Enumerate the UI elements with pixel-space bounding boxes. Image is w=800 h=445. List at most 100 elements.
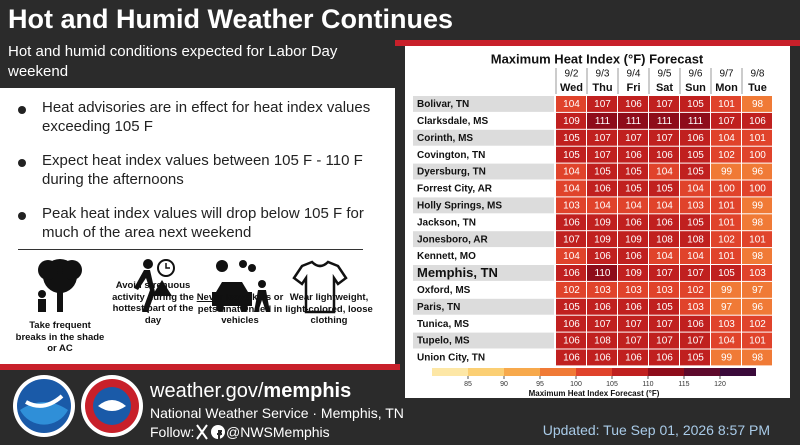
- site-prefix: weather.gov/: [150, 380, 264, 402]
- heat-value: 105: [656, 184, 673, 195]
- heat-cell: [587, 265, 617, 281]
- location-cell: [413, 214, 554, 231]
- heat-value: 110: [595, 268, 611, 279]
- heat-value: 101: [749, 234, 766, 245]
- heat-cell: [556, 265, 586, 281]
- heat-value: 106: [563, 217, 580, 228]
- heat-value: 106: [594, 251, 611, 262]
- heat-value: 105: [563, 150, 580, 161]
- heat-cell: [587, 281, 617, 298]
- heat-cell: [649, 163, 679, 180]
- heat-value: 106: [625, 302, 642, 313]
- heat-value: 107: [594, 150, 611, 161]
- heat-cell: [711, 231, 741, 248]
- heat-cell: [587, 129, 617, 146]
- legend-tick-label: 110: [642, 381, 653, 388]
- heat-cell: [680, 146, 710, 163]
- heat-cell: [711, 281, 741, 298]
- follow: Follow:: [150, 424, 195, 440]
- heat-cell: [618, 315, 648, 332]
- location-cell: [413, 163, 554, 180]
- heat-value: 103: [749, 268, 766, 279]
- heat-cell: [618, 180, 648, 197]
- heat-value: 104: [718, 336, 735, 347]
- heat-value: 107: [656, 268, 673, 279]
- heat-value: 108: [687, 234, 704, 245]
- legend-swatch: [576, 368, 612, 376]
- heat-value: 103: [563, 200, 580, 211]
- location: Holly Springs, MS: [417, 200, 502, 211]
- heat-cell: [711, 315, 741, 332]
- heat-cell: [556, 315, 586, 332]
- heat-cell: [742, 163, 772, 180]
- tip-caption: Avoid strenuous activity during the hott…: [112, 280, 194, 326]
- heat-value: 107: [563, 234, 580, 245]
- heat-cell: [587, 214, 617, 231]
- heat-value: 105: [563, 133, 580, 144]
- heat-value: 109: [625, 268, 642, 279]
- location-cell: [413, 180, 554, 197]
- heat-value: 107: [594, 133, 611, 144]
- column-date: 9/5: [658, 69, 672, 80]
- heat-cell: [680, 332, 710, 349]
- heat-value: 106: [625, 251, 642, 262]
- column-date: 9/6: [689, 69, 703, 80]
- heat-cell: [649, 248, 679, 264]
- heat-value: 109: [563, 116, 580, 127]
- heat-value: 106: [563, 268, 580, 279]
- heat-cell: [680, 265, 710, 281]
- heat-value: 101: [749, 133, 766, 144]
- heat-value: 106: [625, 99, 642, 110]
- heat-value: 102: [749, 319, 766, 330]
- heat-cell: [680, 231, 710, 248]
- heat-cell: [649, 129, 679, 146]
- legend-tick-label: 115: [678, 381, 689, 388]
- heat-value: 99: [721, 353, 733, 364]
- heat-value: 106: [594, 184, 611, 195]
- heat-value: 103: [687, 302, 704, 313]
- heat-value: 104: [563, 99, 580, 110]
- heat-cell: [711, 146, 741, 163]
- heat-cell: [711, 332, 741, 349]
- heat-value: 106: [563, 336, 580, 347]
- website[interactable]: weather.gov/memphis: [150, 380, 351, 403]
- heat-cell: [587, 332, 617, 349]
- heat-value: 97: [752, 285, 764, 296]
- handle[interactable]: @NWSMemphis: [226, 424, 330, 440]
- heat-value: 106: [749, 116, 766, 127]
- column-day: Sun: [685, 82, 706, 94]
- heat-cell: [556, 248, 586, 264]
- column-day: Wed: [560, 82, 583, 94]
- heat-cell: [587, 298, 617, 315]
- heat-value: 111: [595, 116, 611, 127]
- legend-swatch: [432, 368, 468, 376]
- heat-value: 106: [656, 217, 673, 228]
- heat-cell: [680, 129, 710, 146]
- location: Dyersburg, TN: [417, 167, 486, 178]
- heat-cell: [618, 265, 648, 281]
- heat-cell: [742, 231, 772, 248]
- column-date: 9/8: [751, 69, 765, 80]
- heat-value: 103: [625, 285, 642, 296]
- table-title: Maximum Heat Index (°F) Forecast: [491, 51, 704, 66]
- heat-value: 106: [687, 133, 704, 144]
- heat-cell: [649, 265, 679, 281]
- heat-value: 101: [718, 200, 735, 211]
- heat-value: 102: [687, 285, 704, 296]
- stripe: [395, 40, 800, 46]
- heat-value: 104: [625, 200, 642, 211]
- heat-value: 107: [656, 336, 673, 347]
- heat-value: 107: [594, 99, 611, 110]
- location-cell: [413, 298, 554, 315]
- heat-value: 105: [625, 167, 642, 178]
- location: Corinth, MS: [417, 133, 473, 144]
- location-cell: [413, 129, 554, 146]
- location-cell: [413, 146, 554, 163]
- heat-cell: [618, 214, 648, 231]
- heat-value: 101: [718, 217, 735, 228]
- heat-cell: [618, 163, 648, 180]
- heat-value: 103: [594, 285, 611, 296]
- heat-value: 98: [752, 217, 764, 228]
- heat-cell: [618, 112, 648, 129]
